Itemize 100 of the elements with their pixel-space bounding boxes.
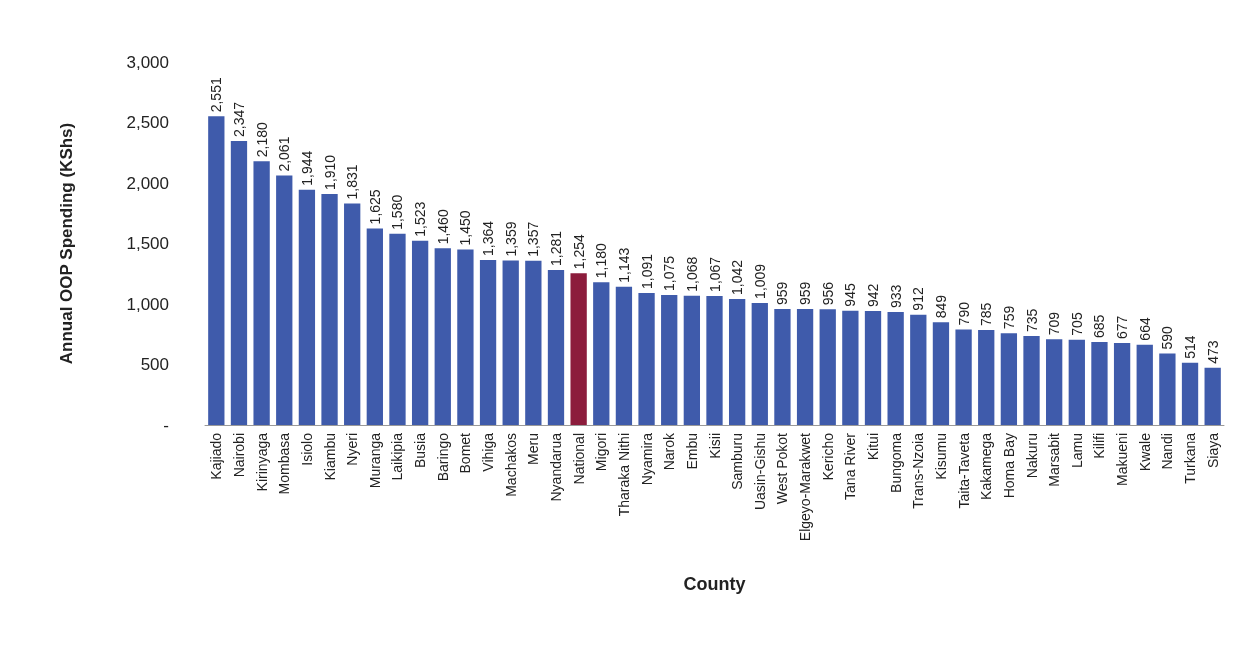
bar xyxy=(434,248,451,425)
data-label: 1,068 xyxy=(683,256,700,292)
bar xyxy=(230,141,248,425)
x-tick-label: Kisii xyxy=(706,433,723,459)
bar xyxy=(570,273,587,425)
data-label: 1,091 xyxy=(638,253,655,289)
x-tick-label: Baringo xyxy=(434,432,451,482)
y-tick-label: 1,500 xyxy=(126,234,169,253)
y-tick-label: 2,000 xyxy=(126,173,169,193)
x-tick-label: Bungoma xyxy=(887,432,904,493)
bar xyxy=(1000,333,1018,425)
x-tick-label: Kwale xyxy=(1136,432,1153,472)
data-label: 1,143 xyxy=(615,247,632,283)
data-label: 685 xyxy=(1091,314,1108,339)
bar xyxy=(1159,353,1176,425)
x-tick-label: Siaya xyxy=(1204,432,1221,469)
bar xyxy=(864,311,882,425)
data-label: 1,364 xyxy=(480,220,497,256)
x-tick-label: Nyandarua xyxy=(547,432,564,502)
x-tick-label: Samburu xyxy=(729,433,746,490)
x-tick-label: Trans-Nzoia xyxy=(910,432,927,509)
data-label: 1,281 xyxy=(547,230,564,266)
bar xyxy=(208,116,225,425)
x-tick-label: Taita-Taveta xyxy=(955,432,972,509)
data-label: 664 xyxy=(1136,317,1153,341)
x-tick-label: Kisumu xyxy=(932,433,949,480)
data-label: 790 xyxy=(955,301,972,326)
bar xyxy=(774,308,791,425)
bar xyxy=(1046,339,1063,425)
bar xyxy=(502,260,519,425)
bar xyxy=(638,292,655,425)
data-label: 1,523 xyxy=(412,201,429,237)
x-tick-label: West Pokot xyxy=(774,432,791,505)
x-tick-label: Narok xyxy=(661,432,678,471)
x-tick-label: Meru xyxy=(525,433,542,465)
bar xyxy=(276,175,293,425)
data-label: 785 xyxy=(978,302,995,327)
data-label: 1,625 xyxy=(366,189,383,225)
x-tick-label: Nakuru xyxy=(1023,433,1040,479)
bar xyxy=(253,161,270,425)
data-label: 2,551 xyxy=(208,77,225,113)
x-tick-label: Isiolo xyxy=(298,432,315,466)
data-label: 1,009 xyxy=(751,263,768,299)
bar xyxy=(1023,336,1040,425)
bar xyxy=(1113,343,1131,425)
bar xyxy=(887,312,904,425)
x-tick-label: Busia xyxy=(412,432,429,469)
x-tick-label: Nandi xyxy=(1159,433,1176,470)
x-tick-label: Vihiga xyxy=(480,432,497,472)
bar xyxy=(796,308,814,425)
bar xyxy=(751,302,768,425)
x-tick-label: Mombasa xyxy=(276,432,293,495)
bar xyxy=(525,260,542,425)
bar xyxy=(819,309,836,425)
bar xyxy=(728,298,746,425)
data-label: 759 xyxy=(1000,305,1017,330)
data-label: 709 xyxy=(1046,311,1063,336)
y-tick-label: - xyxy=(163,415,169,435)
x-tick-label: Kirinyaga xyxy=(253,432,270,492)
x-tick-label: Embu xyxy=(683,433,700,470)
data-label: 1,460 xyxy=(434,209,451,245)
data-label: 959 xyxy=(797,281,814,305)
bar xyxy=(1181,362,1199,425)
x-tick-label: Kericho xyxy=(819,432,836,481)
x-tick-label: Uasin-Gishu xyxy=(751,433,768,511)
data-label: 473 xyxy=(1204,340,1221,364)
data-label: 735 xyxy=(1023,308,1040,333)
x-tick-label: Tharaka Nithi xyxy=(615,433,632,517)
data-label: 1,075 xyxy=(661,255,678,291)
bar xyxy=(910,314,927,425)
bar xyxy=(389,233,406,425)
x-tick-label: Turkana xyxy=(1182,432,1199,484)
bar xyxy=(661,294,678,425)
data-label: 1,944 xyxy=(298,150,315,186)
data-label: 514 xyxy=(1182,335,1199,359)
data-label: 590 xyxy=(1159,326,1176,350)
x-tick-label: Marsabit xyxy=(1046,432,1063,487)
x-tick-label: Lamu xyxy=(1068,433,1085,469)
data-label: 1,357 xyxy=(525,221,542,257)
bar xyxy=(932,322,950,425)
data-label: 1,580 xyxy=(389,194,406,230)
y-axis-title: Annual OOP Spending (KShs) xyxy=(57,122,76,365)
data-label: 849 xyxy=(932,294,949,319)
data-label: 677 xyxy=(1114,315,1131,340)
bar xyxy=(366,228,383,425)
data-label: 933 xyxy=(887,284,904,309)
bar xyxy=(457,249,474,425)
data-label: 912 xyxy=(910,287,927,311)
y-tick-label: 500 xyxy=(140,355,169,374)
data-label: 1,910 xyxy=(321,154,338,190)
data-label: 2,347 xyxy=(230,101,247,138)
x-tick-label: Laikipia xyxy=(389,432,406,481)
data-label: 959 xyxy=(774,281,791,305)
x-tick-label: Kiambu xyxy=(321,433,338,481)
y-tick-label: 3,000 xyxy=(126,52,169,72)
x-tick-label: Tana River xyxy=(842,432,859,500)
y-tick-label: 1,000 xyxy=(126,294,169,314)
data-label: 945 xyxy=(842,283,859,307)
x-tick-label: Nairobi xyxy=(230,433,247,478)
data-label: 1,254 xyxy=(570,234,587,270)
